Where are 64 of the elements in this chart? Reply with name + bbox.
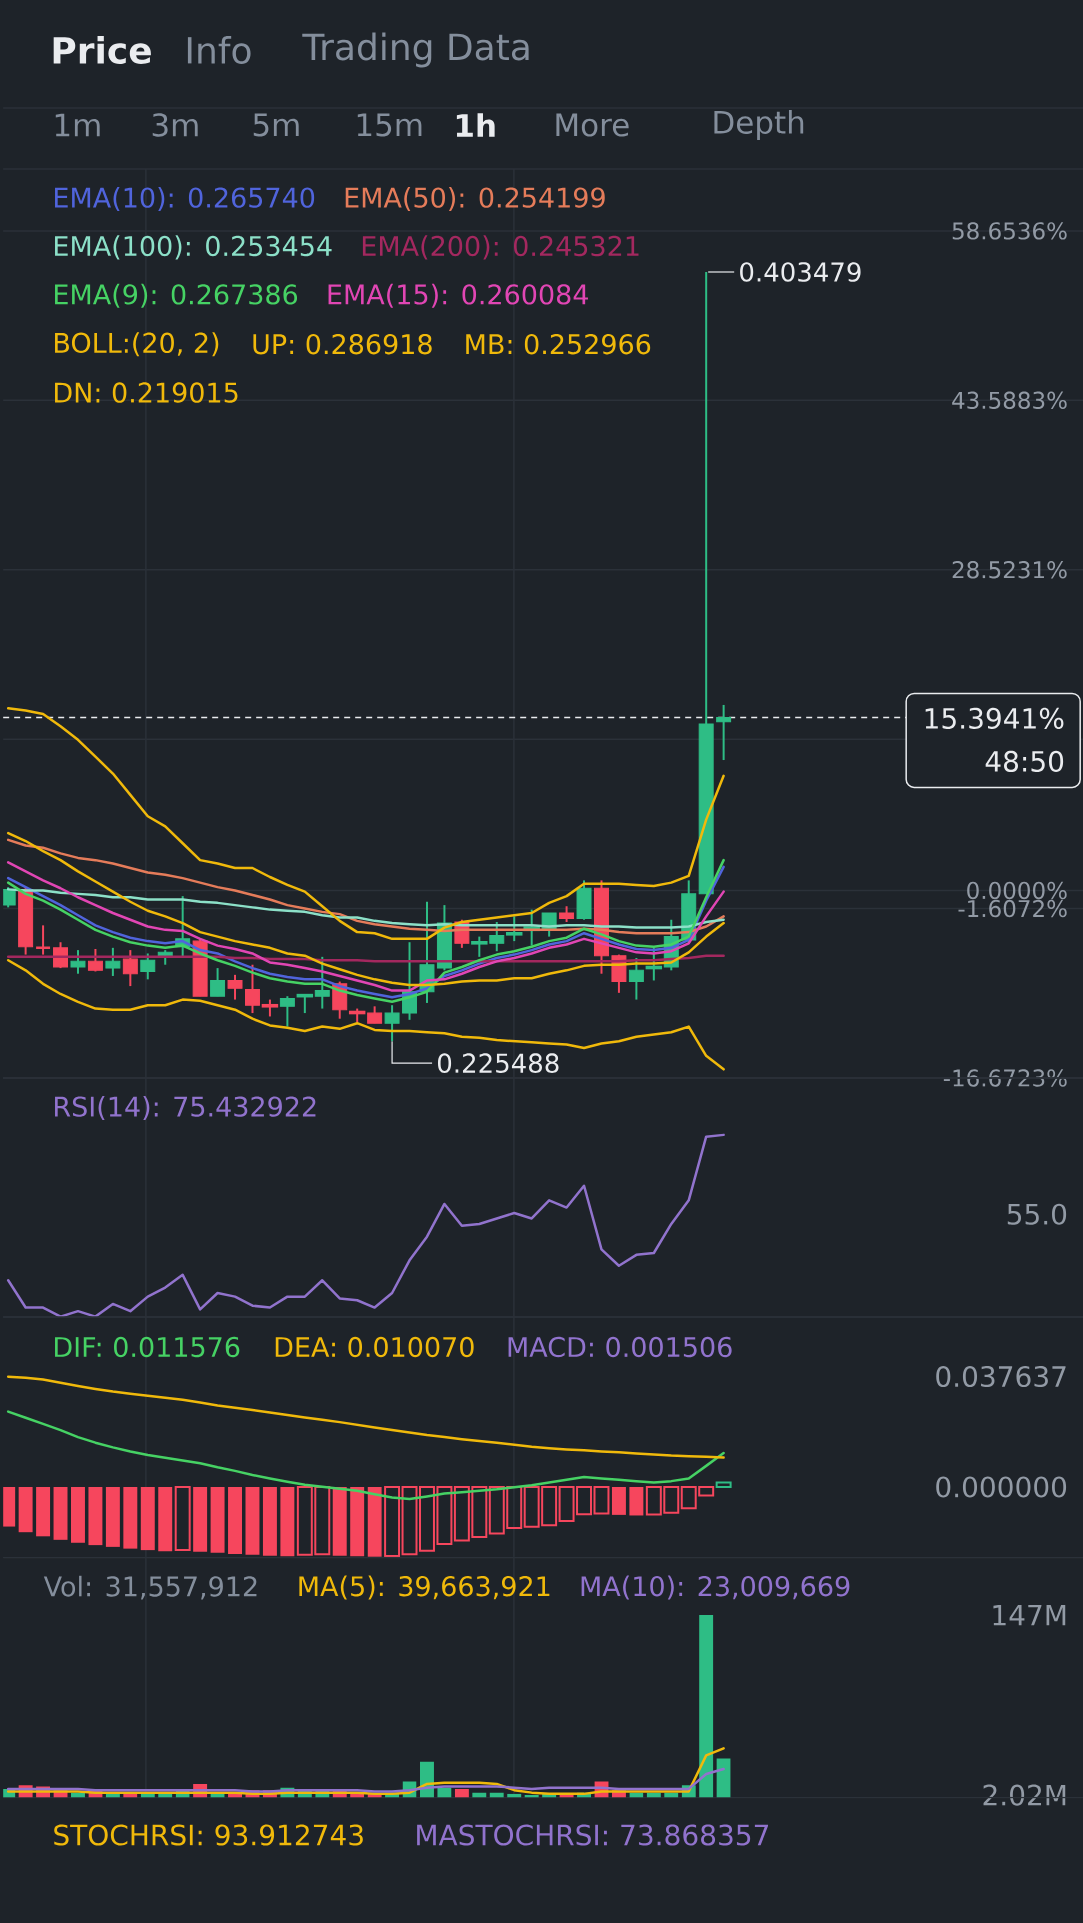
text: Info [187,36,251,64]
line-series [6,831,725,987]
y-tick-label: 0.000000 [936,1476,1067,1498]
annotation: DN: 0.219015 [54,382,238,403]
candlestick [34,924,52,956]
legend-title: Vol: 31,557,912 [43,1575,257,1600]
text: 15m [357,113,422,137]
y-tick-label: 147M [993,1604,1066,1626]
candlestick [716,703,732,762]
text: More [556,113,629,137]
annotation: 0.225488 [437,1053,559,1074]
candlestick [505,915,523,943]
text: 1m [55,113,100,137]
text: EMA(50): 0.254199 [345,186,605,211]
annotation: MB: 0.252966 [466,333,651,355]
text: EMA(200): 0.245321 [362,235,639,260]
text: 48:50 [985,750,1064,772]
y-tick-label: -16.6723% [943,1069,1067,1087]
text: DEA: 0.010070 [275,1336,474,1358]
candlestick [314,955,330,1010]
text: Trading Data [302,32,529,68]
annotation: BOLL:(20, 2) [54,332,219,357]
annotation: MACD: 0.001506 [508,1336,732,1358]
candlestick [105,946,121,977]
candlestick [140,952,156,981]
y-tick-label: 0.0000% [967,881,1067,900]
candlestick [244,963,260,1015]
candlestick [628,956,644,1001]
text: 55.0 [1007,1203,1067,1225]
text: RSI(14): 75.432922 [54,1095,316,1121]
text: EMA(10): 0.265740 [54,186,315,211]
text: 5m [253,113,299,137]
text: 0.403479 [740,262,861,282]
y-tick-label: -1.6072% [958,899,1067,918]
text: DIF: 0.011576 [54,1336,240,1358]
candlestick [210,967,225,998]
text: EMA(9): 0.267386 [54,283,297,308]
candlestick [122,949,138,988]
candlestick [279,995,295,1028]
bar [454,1788,469,1798]
text: 3m [152,113,198,137]
text: MA(5): 39,663,921 [299,1575,550,1600]
line-series [6,1410,725,1501]
text: MASTOCHRSI: 73.868357 [417,1824,768,1846]
text: EMA(100): 0.253454 [54,235,332,260]
candlestick [384,1004,400,1043]
text: Depth [714,109,804,140]
candlestick [227,973,243,1001]
text: EMA(15): 0.260084 [328,283,588,308]
text: 15.3941% [925,707,1064,729]
candlestick [645,946,662,982]
candlestick [70,949,86,975]
text: MA(10): 23,009,669 [581,1575,850,1600]
bar [699,1615,714,1798]
text: Price [53,36,151,64]
text: 1h [456,113,495,137]
y-tick-label: 58.6536% [952,222,1067,240]
y-tick-label: 28.5231% [952,561,1067,579]
y-tick-label: 43.5883% [952,391,1067,410]
bar [437,1787,452,1798]
y-tick-label: 2.02M [983,1784,1066,1806]
annotation: UP: 0.286918 [253,333,432,355]
text: STOCHRSI: 93.912743 [54,1824,363,1846]
y-tick-label: 0.037637 [936,1365,1066,1388]
